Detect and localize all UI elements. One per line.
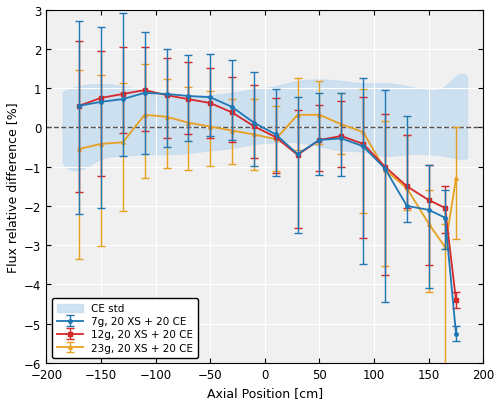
Y-axis label: Flux relative difference [%]: Flux relative difference [%]	[6, 102, 18, 272]
X-axis label: Axial Position [cm]: Axial Position [cm]	[207, 386, 323, 399]
Legend: CE std, 7g, 20 XS + 20 CE, 12g, 20 XS + 20 CE, 23g, 20 XS + 20 CE: CE std, 7g, 20 XS + 20 CE, 12g, 20 XS + …	[52, 298, 199, 358]
